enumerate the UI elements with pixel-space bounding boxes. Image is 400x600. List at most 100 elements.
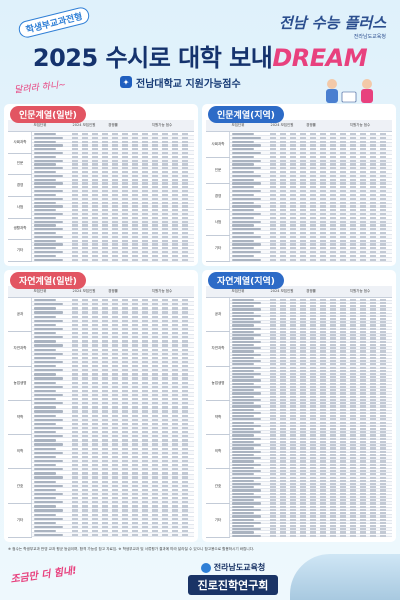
table-row: [230, 518, 392, 522]
table-row: [230, 434, 392, 438]
th-ratio: 경쟁률: [108, 123, 118, 127]
row-values: [270, 298, 389, 301]
group-label: 사범: [8, 197, 32, 219]
table-row: [230, 521, 392, 525]
row-unit-name: [232, 534, 261, 537]
row-unit-name: [232, 167, 261, 170]
row-unit-name: [232, 398, 261, 402]
row-values: [72, 534, 191, 537]
group-label: 기타: [206, 236, 230, 262]
table-row: [32, 158, 194, 163]
table-row: [32, 348, 194, 352]
table-row: [32, 135, 194, 140]
table-row: [32, 442, 194, 447]
row-unit-name: [232, 427, 254, 431]
group-label: 기타: [8, 240, 32, 262]
row-values: [72, 132, 191, 136]
row-values: [270, 382, 389, 385]
row-unit-name: [232, 144, 261, 147]
row-values: [270, 228, 389, 231]
row-unit-name: [232, 421, 254, 424]
row-unit-name: [34, 159, 63, 162]
table-row: [230, 356, 392, 360]
row-unit-name: [34, 171, 56, 174]
row-values: [72, 186, 191, 189]
row-values: [72, 410, 191, 413]
row-unit-name: [34, 258, 63, 261]
section-title: 인문계열(일반): [10, 106, 86, 123]
table-row: [230, 534, 392, 538]
row-values: [270, 492, 389, 495]
row-unit-name: [232, 415, 254, 418]
row-unit-name: [232, 482, 261, 486]
row-unit-name: [232, 518, 254, 521]
row-values: [72, 484, 191, 487]
row-unit-name: [232, 254, 254, 258]
table-row: [230, 382, 392, 386]
table-row: [32, 430, 194, 435]
table-row: [32, 219, 194, 224]
row-values: [72, 228, 191, 231]
table-row: [230, 204, 392, 209]
table-row: [230, 350, 392, 353]
group-label: 의학: [206, 435, 230, 470]
row-values: [72, 201, 191, 204]
row-values: [72, 144, 191, 147]
row-unit-name: [232, 151, 261, 155]
row-values: [72, 431, 191, 434]
table-row: [230, 196, 392, 201]
row-values: [270, 528, 389, 531]
row-values: [72, 360, 191, 364]
row-unit-name: [34, 426, 63, 430]
education-office-logo-icon: [200, 562, 211, 573]
row-unit-name: [232, 457, 261, 460]
row-unit-name: [34, 422, 56, 425]
row-values: [270, 531, 389, 534]
row-unit-name: [232, 473, 254, 476]
row-values: [270, 318, 389, 321]
row-values: [72, 530, 191, 533]
row-unit-name: [34, 332, 56, 335]
table-row: [230, 414, 392, 418]
row-values: [72, 224, 191, 227]
row-unit-name: [34, 190, 63, 193]
table-row: [230, 242, 392, 247]
row-unit-name: [232, 334, 261, 337]
score-table: 모집단위 2024 모집인원 경쟁률 지원가능 점수 사회과학 인문 경영 사범 기타: [206, 120, 392, 262]
row-unit-name: [232, 531, 254, 534]
row-values: [72, 501, 191, 504]
row-unit-name: [232, 136, 261, 139]
row-unit-name: [34, 209, 56, 212]
row-values: [270, 489, 389, 492]
row-unit-name: [232, 499, 254, 502]
row-unit-name: [232, 366, 261, 369]
table-row: [230, 398, 392, 402]
table-row: [230, 404, 392, 408]
row-unit-name: [34, 410, 63, 413]
row-unit-name: [232, 140, 254, 143]
table-row: [32, 212, 194, 216]
table-row: [230, 140, 392, 144]
row-values: [270, 476, 389, 479]
org-sub-text: 진로진학연구회: [188, 575, 278, 595]
row-unit-name: [34, 167, 63, 170]
row-values: [270, 440, 389, 444]
row-values: [270, 505, 389, 508]
row-unit-name: [34, 186, 56, 189]
table-row: [230, 475, 392, 480]
row-values: [72, 190, 191, 193]
table-row: [230, 155, 392, 159]
row-values: [270, 508, 389, 512]
row-unit-name: [232, 356, 254, 360]
row-unit-name: [34, 228, 63, 231]
group-label: 간호: [206, 469, 230, 504]
row-values: [72, 232, 191, 235]
row-values: [270, 301, 389, 305]
row-values: [72, 505, 191, 508]
row-values: [270, 182, 389, 185]
table-row: [32, 147, 194, 152]
table-row: [230, 163, 392, 167]
row-values: [72, 435, 191, 438]
row-values: [72, 220, 191, 223]
table-row: [230, 389, 392, 392]
